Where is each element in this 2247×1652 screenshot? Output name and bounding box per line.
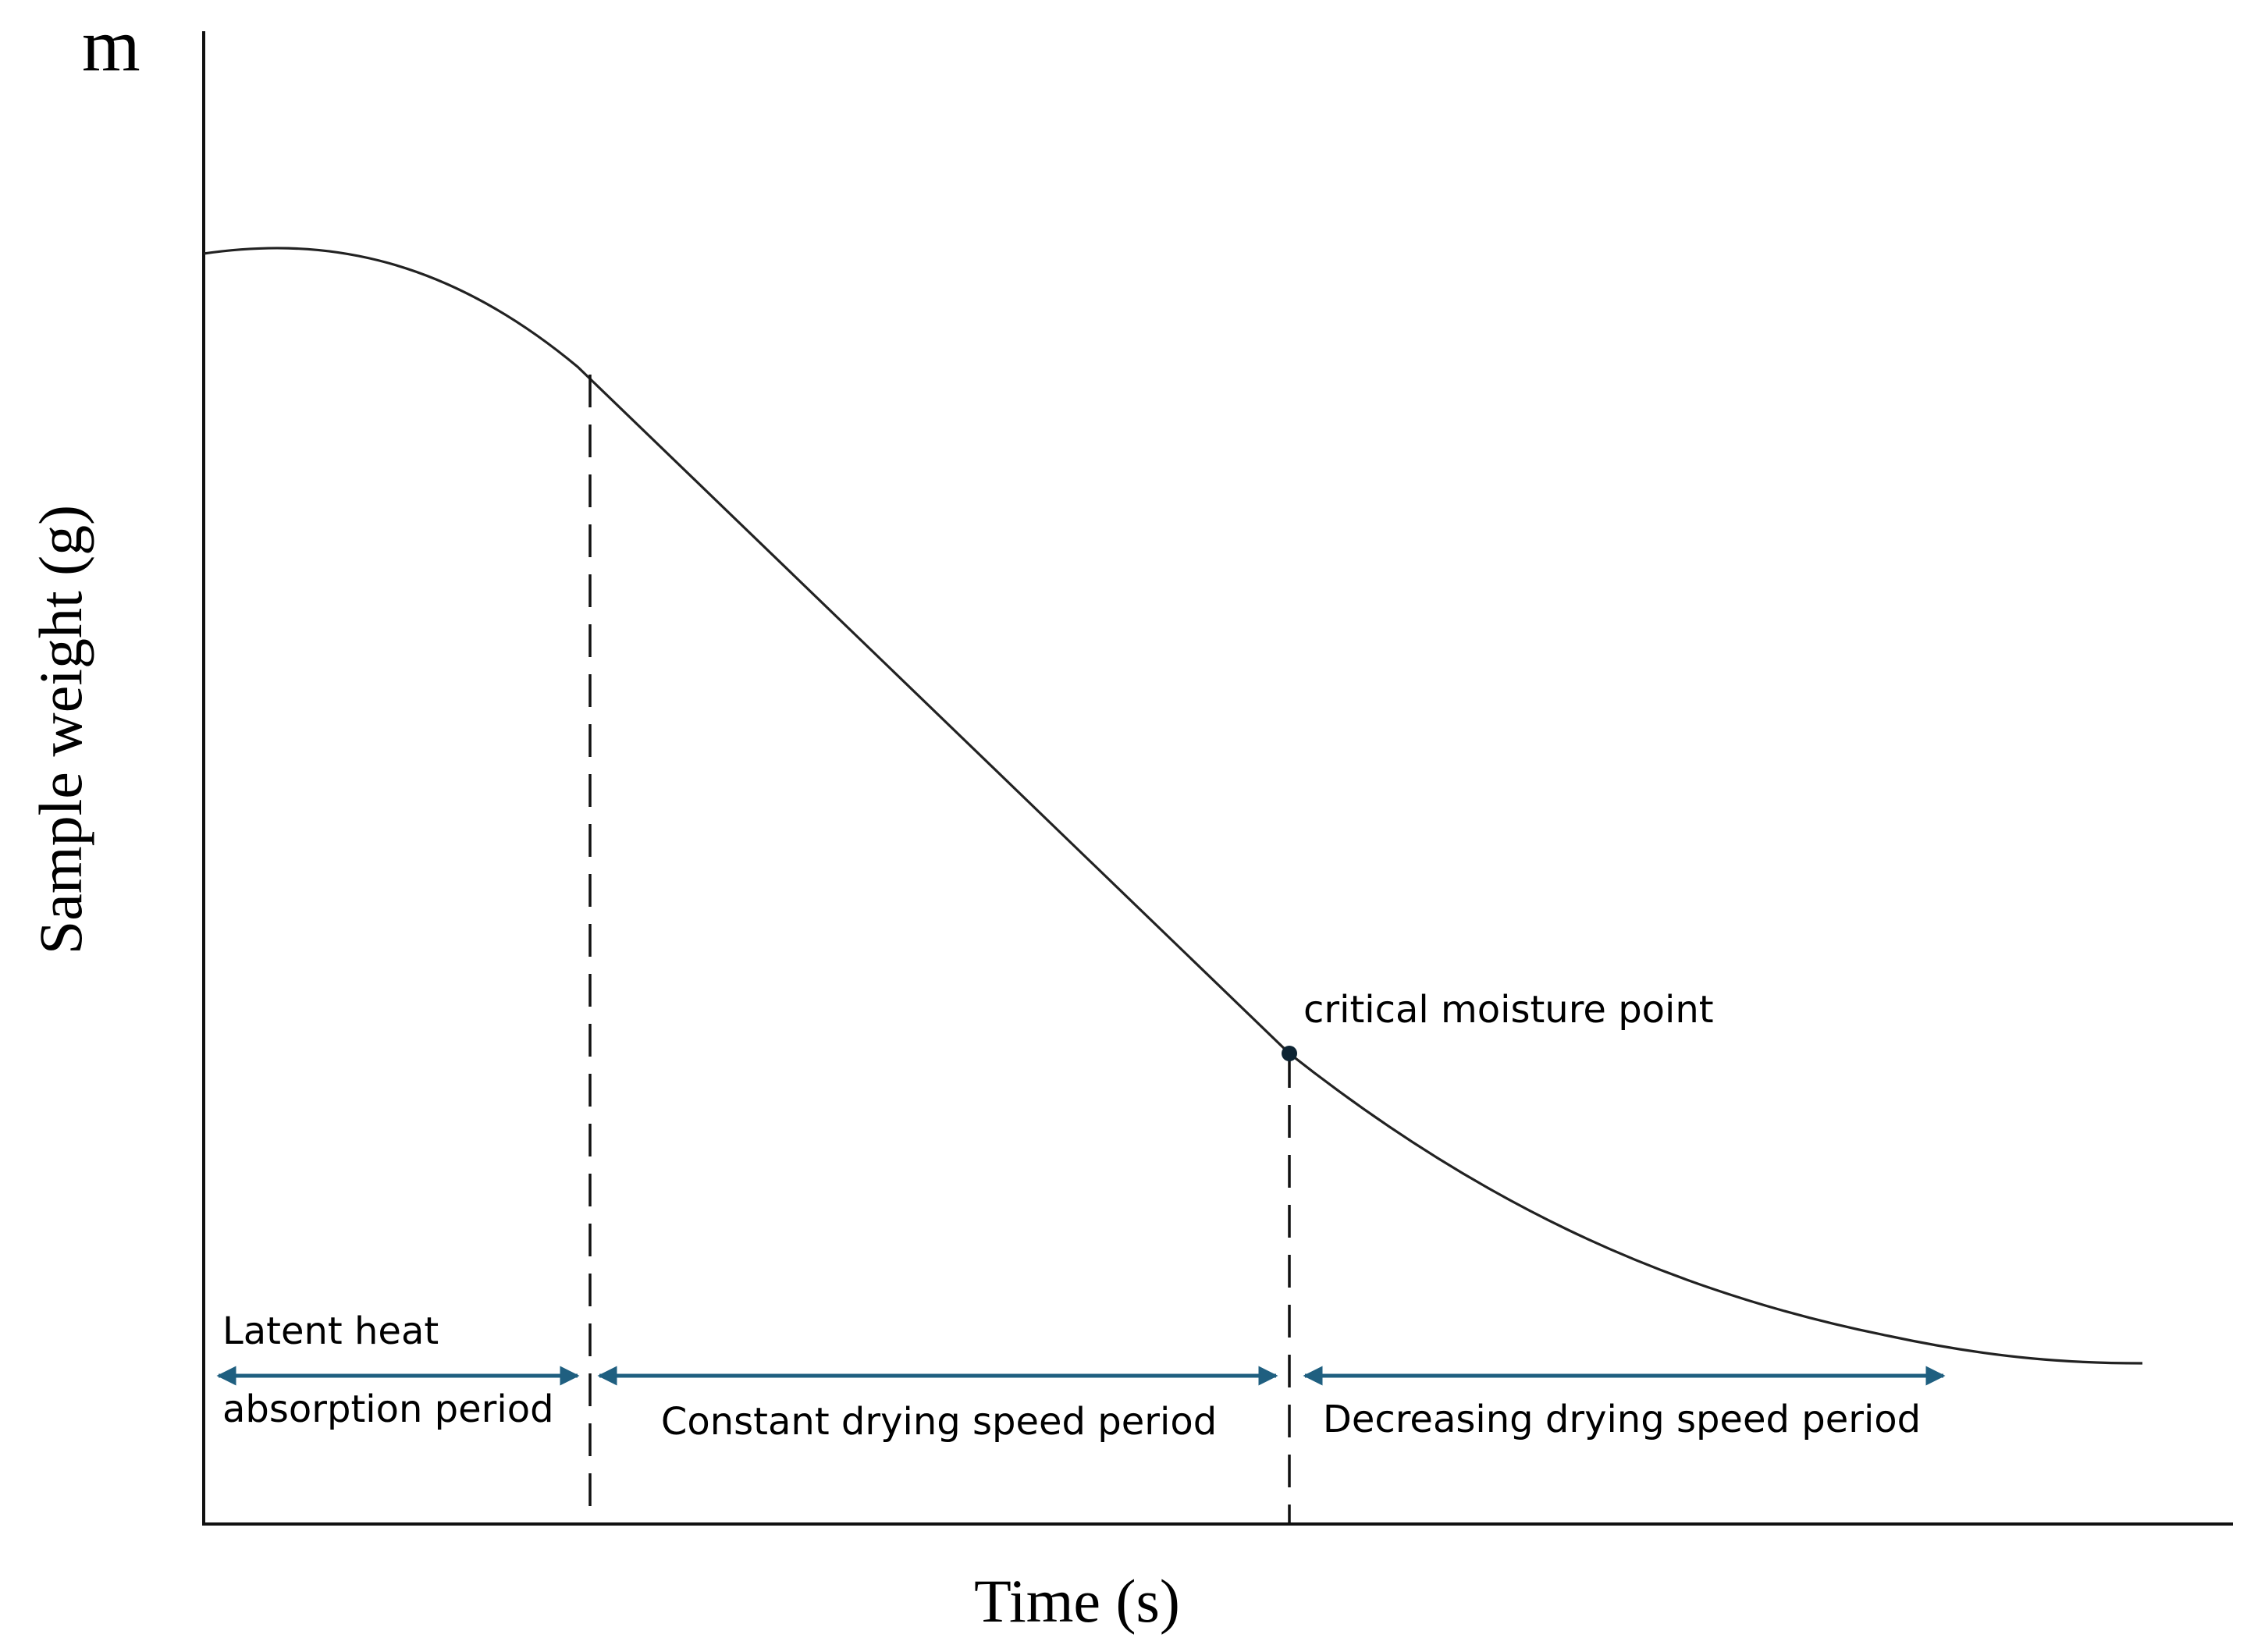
drying-curve [203,247,2143,1365]
period-label-constant: Constant drying speed period [661,1400,1217,1444]
critical-moisture-point [1282,1046,1297,1061]
y-axis-label: Sample weight (g) [27,505,94,954]
period-label-decreasing: Decreasing drying speed period [1323,1398,1921,1441]
critical-moisture-point-label: critical moisture point [1303,988,1714,1032]
period-label-latent-heat-line1: Latent heat [222,1309,439,1353]
period-label-latent-heat-line2: absorption period [222,1387,554,1431]
y-axis-symbol: m [82,3,140,87]
x-axis-label: Time (s) [974,1567,1180,1635]
